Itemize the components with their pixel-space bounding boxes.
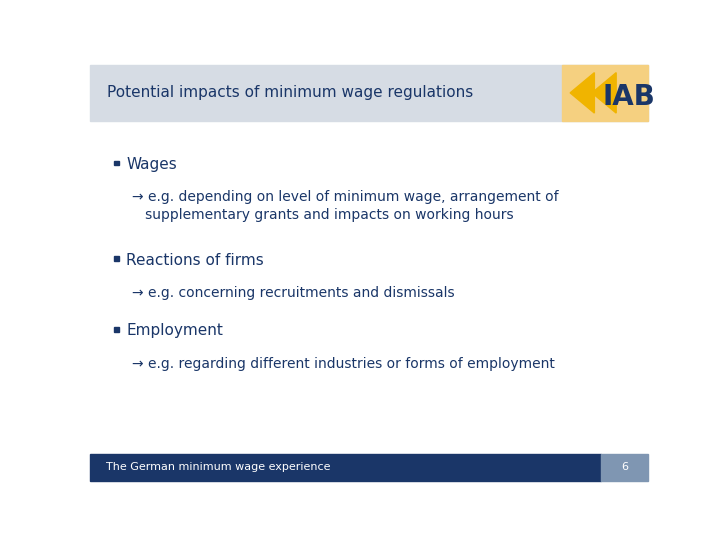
Bar: [90, 454, 600, 481]
Text: Potential impacts of minimum wage regulations: Potential impacts of minimum wage regula…: [107, 85, 473, 100]
Bar: [114, 327, 119, 332]
Text: IAB: IAB: [603, 83, 655, 111]
Text: Reactions of firms: Reactions of firms: [126, 253, 264, 268]
Polygon shape: [592, 73, 616, 113]
Bar: [114, 256, 119, 261]
Bar: [114, 160, 119, 165]
Text: → e.g. depending on level of minimum wage, arrangement of
   supplementary grant: → e.g. depending on level of minimum wag…: [132, 190, 559, 222]
Text: → e.g. regarding different industries or forms of employment: → e.g. regarding different industries or…: [132, 357, 554, 371]
Text: → e.g. concerning recruitments and dismissals: → e.g. concerning recruitments and dismi…: [132, 287, 454, 300]
Bar: [90, 65, 648, 121]
Text: Employment: Employment: [126, 323, 223, 339]
Bar: [562, 65, 648, 121]
Bar: [600, 454, 648, 481]
Text: 6: 6: [621, 462, 628, 472]
Polygon shape: [570, 73, 595, 113]
Text: The German minimum wage experience: The German minimum wage experience: [106, 462, 330, 472]
Text: Wages: Wages: [126, 157, 177, 172]
